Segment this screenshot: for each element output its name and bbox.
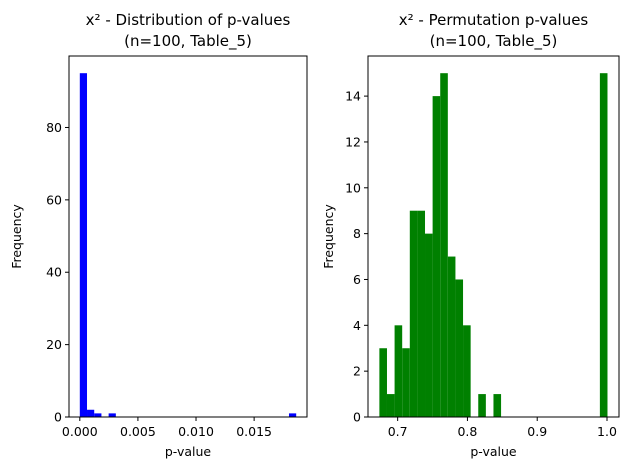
left-y-tick-label: 80 [46,120,62,135]
left-histogram-bar [87,409,95,417]
right-histogram-bar [432,96,441,417]
left-bars [79,73,297,417]
left-histogram-panel: x² - Distribution of p-values (n=100, Ta… [9,11,308,459]
right-x-tick-label: 0.9 [527,424,547,439]
right-histogram-bar [409,210,418,417]
left-chart-title-line1: x² - Distribution of p-values [86,11,291,29]
left-y-tick-label: 20 [46,337,62,352]
left-chart-title-line2: (n=100, Table_5) [124,32,252,51]
right-x-tick-label: 1.0 [597,424,617,439]
left-x-tick-label: 0.015 [236,424,272,439]
right-x-tick-label: 0.8 [457,424,477,439]
right-histogram-bar [455,279,464,417]
left-x-ticks: 0.000 0.005 0.010 0.015 [62,417,272,439]
right-y-tick-label: 4 [353,318,361,333]
left-y-tick-label: 60 [46,192,62,207]
right-histogram-bar [478,394,486,417]
right-y-tick-label: 10 [345,180,361,195]
left-y-ticks: 0 20 40 60 80 [46,120,69,425]
left-y-axis-label: Frequency [9,204,24,269]
right-histogram-bar [417,210,426,417]
right-histogram-bar [440,73,448,417]
left-histogram-bar [288,413,297,417]
right-histogram-bar [599,73,608,417]
right-bars [379,73,608,417]
right-x-axis-label: p-value [470,444,517,459]
right-histogram-panel: x² - Permutation p-values (n=100, Table_… [321,11,620,459]
right-y-ticks: 0 2 4 6 8 10 12 14 [345,89,368,425]
right-chart-title-line1: x² - Permutation p-values [399,11,589,29]
right-y-tick-label: 6 [353,272,361,287]
left-x-axis-label: p-value [165,444,212,459]
left-x-tick-label: 0.010 [178,424,214,439]
right-histogram-bar [379,348,387,417]
left-histogram-bar [94,413,102,417]
left-y-tick-label: 0 [54,410,62,425]
right-histogram-bar [402,348,410,417]
left-histogram-bar [108,413,116,417]
left-histogram-bar [79,73,88,417]
right-y-tick-label: 12 [345,134,361,149]
right-histogram-bar [493,394,502,417]
right-y-tick-label: 14 [345,89,361,104]
right-chart-title-line2: (n=100, Table_5) [430,32,558,51]
left-y-tick-label: 40 [46,265,62,280]
right-x-ticks: 0.7 0.8 0.9 1.0 [388,417,617,439]
right-axes-frame [367,55,620,418]
right-histogram-bar [425,233,433,417]
right-y-tick-label: 0 [353,410,361,425]
left-axes-frame [68,55,308,418]
right-y-tick-label: 2 [353,364,361,379]
right-histogram-bar [447,256,456,417]
left-x-tick-label: 0.005 [120,424,156,439]
right-histogram-bar [394,325,403,417]
right-x-tick-label: 0.7 [388,424,408,439]
right-histogram-bar [463,325,471,417]
right-y-axis-label: Frequency [321,204,336,269]
right-histogram-bar [386,394,395,417]
right-y-tick-label: 8 [353,226,361,241]
left-x-tick-label: 0.000 [62,424,98,439]
